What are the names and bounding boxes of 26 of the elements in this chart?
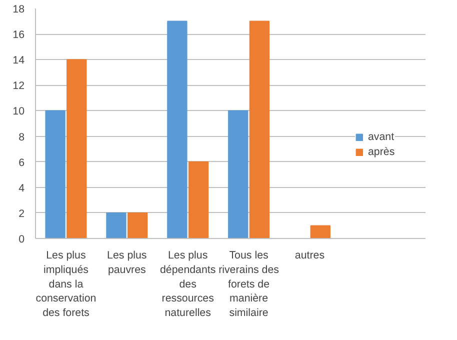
bar xyxy=(106,212,126,238)
y-tick-label: 8 xyxy=(18,131,25,144)
bar xyxy=(188,161,209,238)
bar xyxy=(167,20,188,238)
x-tick-label: Tous les riverains des forets de manière similaire xyxy=(218,250,279,320)
y-tick-label: 14 xyxy=(12,54,25,67)
y-tick-label: 6 xyxy=(18,156,25,169)
bar xyxy=(310,225,330,238)
y-tick-label: 16 xyxy=(12,29,25,42)
x-tick-label: autres xyxy=(294,250,325,262)
bar xyxy=(45,110,66,238)
bar xyxy=(228,110,248,238)
bar xyxy=(66,59,87,238)
legend-label: avant xyxy=(368,131,394,143)
x-tick-label: Les plus dépendants des ressources naturelles xyxy=(160,250,216,320)
y-tick-label: 18 xyxy=(12,4,25,16)
x-tick-label: Les plus pauvres xyxy=(107,250,147,276)
bar xyxy=(127,212,148,238)
bar xyxy=(249,20,270,238)
x-tick-label: Les plus impliqués dans la conservation des forets xyxy=(36,250,96,320)
y-tick-label: 0 xyxy=(18,234,25,246)
y-tick-label: 10 xyxy=(12,106,25,118)
y-tick-label: 4 xyxy=(18,182,25,194)
y-tick-label: 2 xyxy=(18,208,25,220)
legend-label: après xyxy=(368,146,395,158)
y-tick-label: 12 xyxy=(12,80,25,92)
